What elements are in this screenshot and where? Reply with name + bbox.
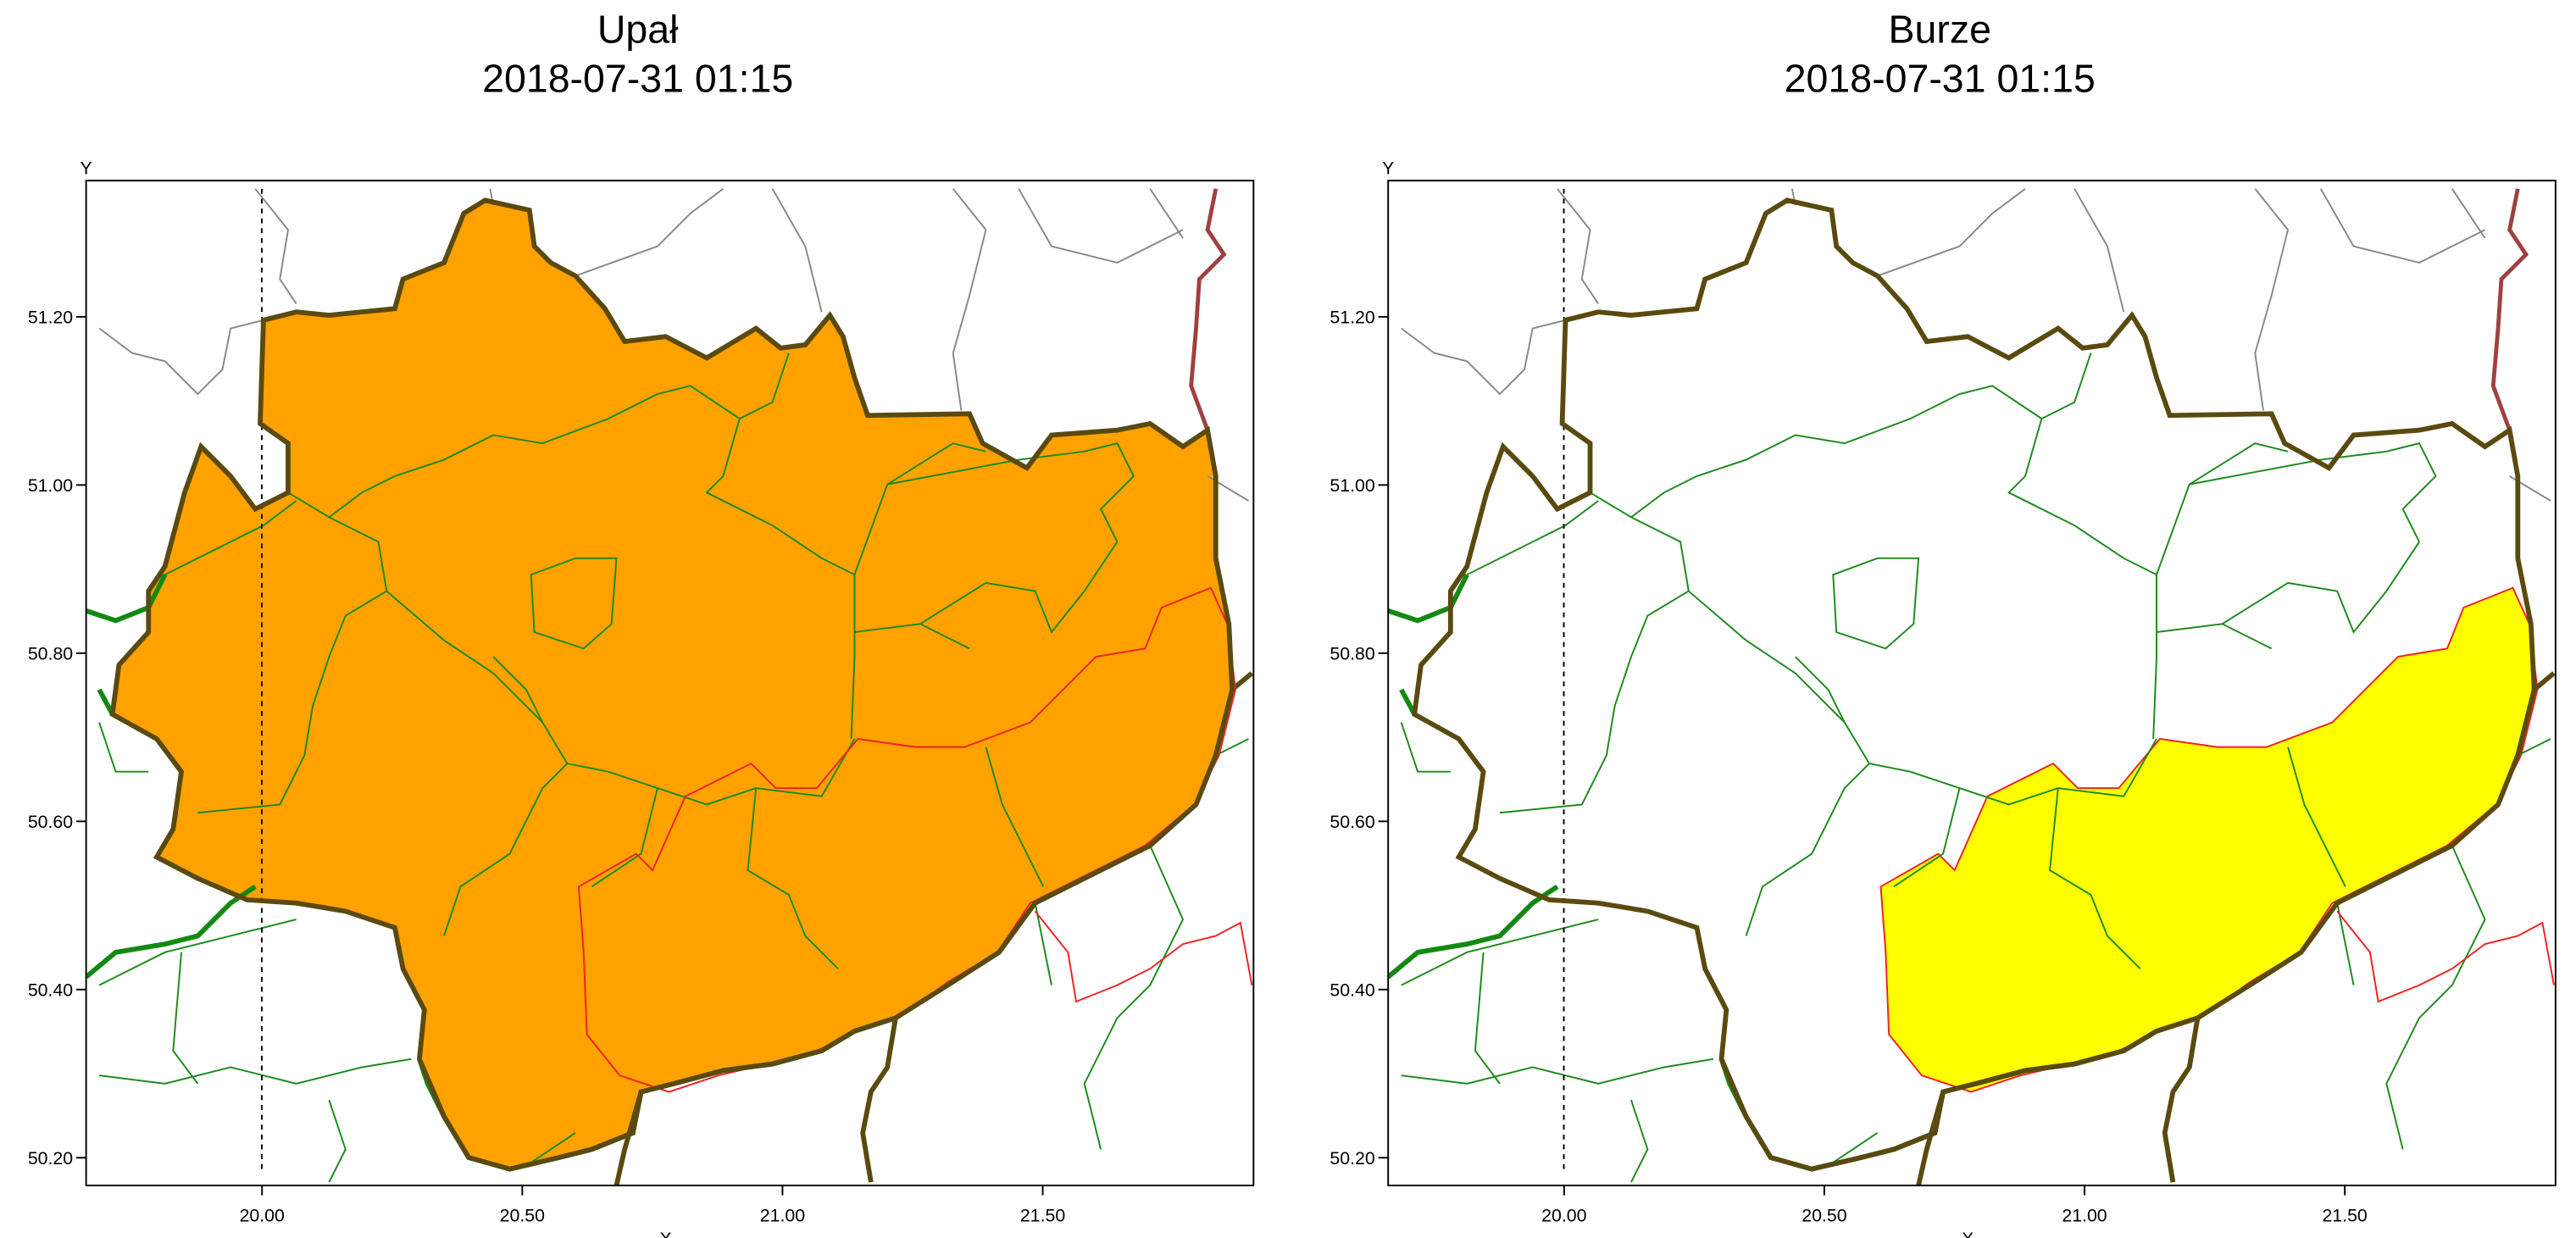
map-panel-upal	[85, 180, 1255, 1186]
y-tick-label: 51.20	[28, 308, 73, 328]
panel-timestamp: 2018-07-31 01:15	[482, 57, 793, 101]
y-axis-label: Y	[1382, 158, 1394, 178]
x-axis-label: X	[660, 1229, 672, 1238]
x-axis-label: X	[1962, 1229, 1974, 1238]
y-tick-label: 50.60	[28, 812, 73, 832]
x-tick-label: 21.50	[1020, 1206, 1065, 1226]
map-panel-burze	[1387, 180, 2557, 1186]
x-tick-label: 21.00	[760, 1206, 805, 1226]
panel-title: Burze	[1889, 7, 1991, 51]
y-tick-label: 50.60	[1330, 812, 1374, 832]
x-tick-label: 20.50	[500, 1206, 545, 1226]
x-tick-label: 20.00	[240, 1206, 285, 1226]
x-tick-label: 20.00	[1541, 1206, 1586, 1226]
y-tick-label: 50.40	[1330, 980, 1374, 1001]
x-tick-label: 20.50	[1802, 1206, 1846, 1226]
y-tick-label: 50.40	[28, 980, 73, 1001]
y-tick-label: 51.20	[1330, 308, 1374, 328]
x-tick-label: 21.50	[2322, 1206, 2367, 1226]
y-tick-label: 50.80	[28, 644, 73, 664]
x-tick-label: 21.00	[2062, 1206, 2107, 1226]
panel-timestamp: 2018-07-31 01:15	[1785, 57, 2096, 101]
y-tick-label: 51.00	[1330, 475, 1374, 496]
panel-title: Upał	[597, 7, 679, 51]
y-tick-label: 50.80	[1330, 644, 1374, 664]
y-tick-label: 50.20	[28, 1148, 73, 1169]
y-tick-label: 51.00	[28, 475, 73, 496]
y-tick-label: 50.20	[1330, 1148, 1374, 1169]
y-axis-label: Y	[80, 158, 92, 178]
